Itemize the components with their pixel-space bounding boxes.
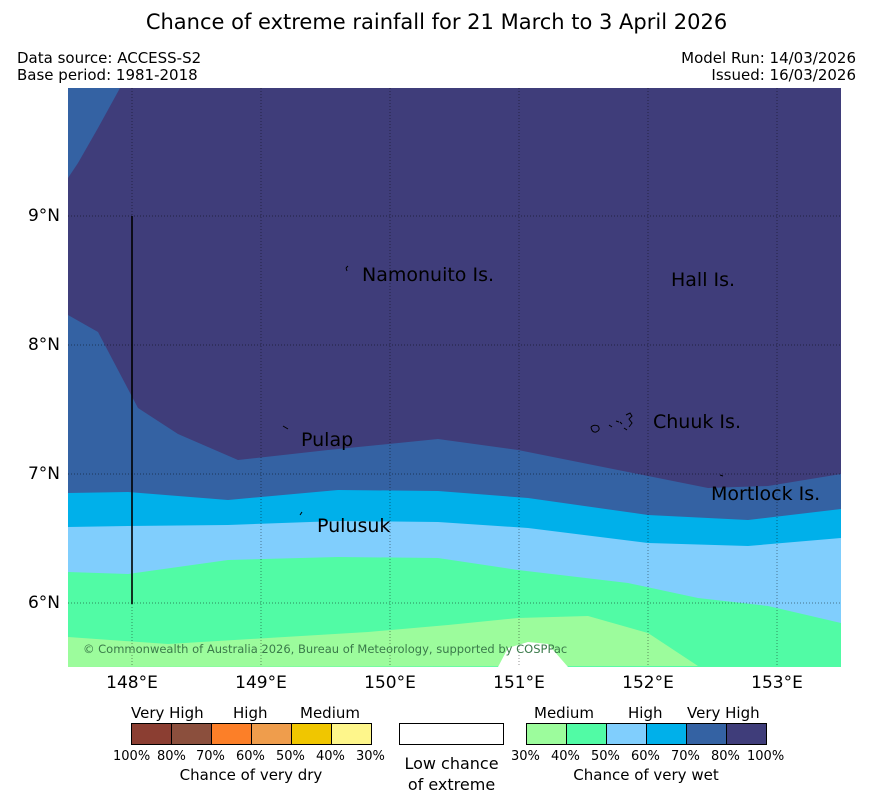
legend-low-caption-line2: of extreme: [407, 775, 496, 794]
legend-dry-pct-5: 40%: [316, 749, 345, 764]
legend-dry-medium: Medium: [300, 704, 360, 722]
island-chuuk: [590, 412, 633, 433]
legend-wet-pct-6: 100%: [747, 749, 785, 764]
legend-wet-pct-3: 60%: [631, 749, 660, 764]
ytick-7n: 7°N: [27, 464, 60, 484]
rainfall-map: Namonuito Is. Hall Is. Pulap Chuuk Is. M…: [68, 88, 841, 667]
legend-dry-high: High: [233, 704, 268, 722]
xtick-149e: 149°E: [235, 673, 287, 693]
xtick-148e: 148°E: [106, 673, 158, 693]
label-namonuito: Namonuito Is.: [362, 264, 494, 286]
xtick-150e: 150°E: [364, 673, 416, 693]
data-source: Data source: ACCESS-S2: [17, 49, 202, 67]
issued-date: Issued: 16/03/2026: [711, 66, 856, 84]
legend-wet-very-high: Very High: [687, 704, 760, 722]
legend-wet-swatch-5: [726, 723, 767, 745]
model-run: Model Run: 14/03/2026: [681, 49, 856, 67]
island-outlines: [282, 265, 724, 516]
legend-dry-pct-3: 60%: [236, 749, 265, 764]
island-pulap: [282, 425, 289, 430]
legend-dry-swatch-0: [131, 723, 172, 745]
legend-wet-swatch-4: [686, 723, 727, 745]
legend-wet-swatch-3: [646, 723, 687, 745]
legend-low-caption: Low chance of extreme: [380, 753, 523, 795]
legend-dry-swatch-2: [211, 723, 252, 745]
legend-dry-very-high: Very High: [131, 704, 204, 722]
map-grid: [68, 88, 841, 667]
legend-dry-caption: Chance of very dry: [179, 766, 323, 784]
label-hall: Hall Is.: [671, 269, 735, 291]
legend-dry-pct-1: 80%: [157, 749, 186, 764]
island-mortlock: [719, 474, 724, 477]
legend-wet-pct-1: 40%: [551, 749, 580, 764]
label-chuuk: Chuuk Is.: [653, 411, 741, 433]
ytick-8n: 8°N: [27, 335, 60, 355]
xtick-152e: 152°E: [622, 673, 674, 693]
label-pulusuk: Pulusuk: [317, 515, 390, 537]
legend-dry-pct-6: 30%: [356, 749, 385, 764]
copyright-text: © Commonwealth of Australia 2026, Bureau…: [83, 642, 567, 656]
legend-dry-pct-2: 70%: [196, 749, 225, 764]
band-low-chance: [498, 642, 568, 667]
xtick-153e: 153°E: [751, 673, 803, 693]
ytick-6n: 6°N: [27, 593, 60, 613]
ytick-9n: 9°N: [27, 206, 60, 226]
legend-dry-swatch-5: [331, 723, 372, 745]
island-namonuito: [345, 265, 349, 272]
legend-wet-pct-0: 30%: [511, 749, 540, 764]
label-mortlock: Mortlock Is.: [711, 483, 820, 505]
legend-dry-swatch-3: [251, 723, 292, 745]
chart-title: Chance of extreme rainfall for 21 March …: [145, 10, 728, 34]
legend-wet-pct-4: 70%: [671, 749, 700, 764]
legend-dry-pct-4: 50%: [276, 749, 305, 764]
xtick-151e: 151°E: [493, 673, 545, 693]
base-period: Base period: 1981-2018: [17, 66, 198, 84]
legend-dry-swatch-4: [291, 723, 332, 745]
legend-wet-swatch-2: [606, 723, 647, 745]
meta-right: Model Run: 14/03/2026 Issued: 16/03/2026: [681, 50, 856, 84]
legend-wet-swatch-1: [566, 723, 607, 745]
legend-dry-swatch-1: [171, 723, 212, 745]
legend-wet-swatch-0: [526, 723, 567, 745]
band-very-wet-70-80-corner: [68, 88, 120, 178]
island-pulusuk: [299, 511, 303, 516]
legend-wet-medium: Medium: [534, 704, 594, 722]
legend-wet-pct-5: 80%: [711, 749, 740, 764]
legend-low-swatch: [399, 723, 504, 745]
legend-dry-pct-0: 100%: [113, 749, 151, 764]
label-pulap: Pulap: [301, 429, 353, 451]
legend-wet-pct-2: 50%: [591, 749, 620, 764]
legend-low-caption-line1: Low chance: [404, 754, 499, 773]
legend-wet-high: High: [628, 704, 663, 722]
legend-wet-caption: Chance of very wet: [573, 766, 719, 784]
meta-left: Data source: ACCESS-S2 Base period: 1981…: [17, 50, 201, 84]
